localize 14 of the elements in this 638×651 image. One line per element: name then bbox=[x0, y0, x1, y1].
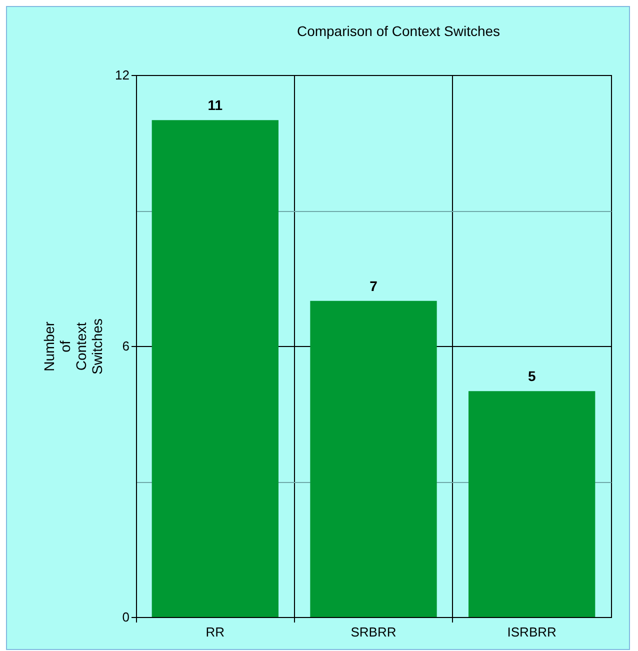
data-label: 5 bbox=[528, 368, 536, 384]
bar bbox=[310, 300, 437, 617]
y-tick-label: 0 bbox=[122, 610, 130, 624]
data-label: 7 bbox=[370, 278, 378, 294]
y-tick-label: 6 bbox=[122, 338, 130, 354]
x-tick-label: RR bbox=[206, 624, 225, 640]
y-axis-title: Number of Context Switches bbox=[41, 318, 106, 375]
x-tick-label: SRBRR bbox=[350, 624, 396, 640]
bar bbox=[152, 120, 278, 617]
bar bbox=[468, 391, 596, 617]
y-tick-label: 12 bbox=[115, 68, 130, 82]
x-tick-label: ISRBRR bbox=[507, 624, 556, 640]
data-label: 11 bbox=[208, 97, 223, 114]
chart-title: Comparison of Context Switches bbox=[296, 23, 500, 39]
